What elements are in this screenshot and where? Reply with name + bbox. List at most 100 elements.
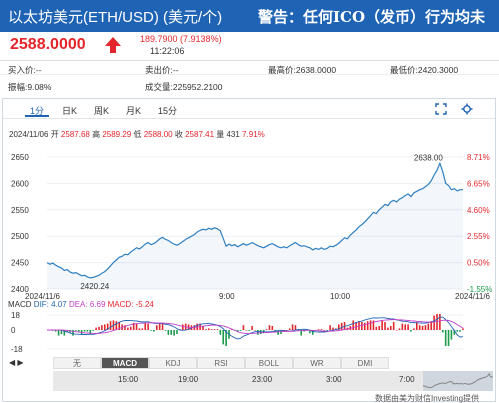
macd-bar — [77, 330, 80, 332]
stat-bid: 买入价:-- — [8, 65, 42, 75]
macd-bar — [450, 330, 453, 340]
data-source-footer: 数据由美为财信Investing提供 — [375, 394, 480, 403]
indicator-rsi[interactable]: RSI — [197, 357, 245, 369]
macd-bar — [173, 330, 175, 336]
macd-bar — [401, 323, 404, 330]
macd-bar — [101, 325, 103, 330]
ohlc-volume-label: 量 — [216, 130, 225, 139]
price-chart[interactable]: 2650 2600 2550 2500 2450 2400 8.71% 6.65% 4.60%… — [3, 99, 495, 401]
macd-bar — [95, 327, 97, 330]
macd-bar — [439, 314, 441, 330]
y-tick-right: 8.71% — [467, 153, 490, 162]
range-hour-1: 15:00 — [118, 375, 139, 384]
settings-icon[interactable] — [461, 103, 473, 115]
macd-legend: MACD DIF: 4.07 DEA: 6.69 MACD: -5.24 — [8, 300, 154, 309]
macd-bar — [155, 325, 158, 330]
macd-y-tick: -18 — [11, 345, 23, 354]
macd-bar — [127, 327, 129, 330]
warning-banner: 警告：任何ICO（发币）行为均未 — [258, 8, 486, 26]
macd-bar — [433, 315, 435, 330]
macd-bar — [387, 327, 389, 330]
macd-bar — [424, 325, 427, 330]
macd-bar — [288, 328, 291, 330]
tab-weekly[interactable]: 周K — [94, 106, 110, 116]
macd-bar — [54, 330, 57, 332]
low-annotation: 2420.24 — [80, 282, 109, 291]
macd-bar — [444, 330, 447, 346]
macd-bar — [202, 326, 204, 330]
macd-bar — [378, 326, 381, 330]
macd-dea-line — [47, 319, 464, 335]
ohlc-high: 2589.29 — [102, 130, 132, 139]
macd-bar — [398, 328, 401, 330]
macd-bar — [60, 330, 63, 334]
indicator-boll[interactable]: BOLL — [245, 357, 293, 369]
macd-y-tick: 0 — [11, 326, 16, 335]
ohlc-volume: 431 — [226, 130, 240, 139]
macd-bar — [207, 328, 210, 330]
macd-bar — [63, 330, 66, 336]
indicator-none[interactable]: 无 — [53, 357, 101, 369]
ohlc-high-label: 高 — [92, 130, 101, 139]
macd-bar — [103, 324, 106, 330]
macd-bar — [245, 330, 248, 331]
macd-bar — [231, 329, 233, 330]
ohlc-open: 2587.68 — [60, 130, 90, 139]
tab-daily[interactable]: 日K — [62, 106, 78, 116]
y-tick-left: 2600 — [11, 179, 29, 188]
macd-bar — [352, 320, 355, 330]
stat-amplitude: 振幅:9.08% — [8, 82, 52, 92]
range-window — [423, 371, 493, 391]
macd-bar — [89, 330, 92, 334]
y-tick-right: 4.60% — [467, 206, 490, 215]
macd-bar — [176, 330, 178, 334]
fullscreen-icon[interactable] — [435, 103, 447, 115]
ohlc-low-label: 低 — [133, 130, 142, 139]
x-tick: 2024/11/6 — [455, 292, 491, 301]
ohlc-low: 2588.00 — [143, 130, 173, 139]
tab-monthly[interactable]: 月K — [126, 106, 142, 116]
macd-bar — [239, 330, 242, 331]
ohlc-open-label: 开 — [50, 130, 59, 139]
quote-time: 11:22:06 — [150, 46, 185, 56]
tab-1min[interactable]: 1分 — [25, 102, 50, 117]
indicator-dmi[interactable]: DMI — [341, 357, 389, 369]
scroll-arrows[interactable]: ◀ ▶ — [9, 358, 24, 367]
y-tick-right: 6.65% — [467, 179, 490, 188]
macd-bar — [75, 330, 77, 331]
range-hour-4: 3:00 — [326, 375, 342, 384]
macd-bar — [389, 326, 392, 330]
macd-bar — [135, 323, 138, 330]
macd-bar — [132, 322, 135, 330]
macd-bar — [124, 325, 126, 330]
macd-bar — [407, 324, 409, 330]
macd-bar — [375, 326, 378, 330]
indicator-macd[interactable]: MACD — [101, 357, 149, 369]
indicator-wr[interactable]: WR — [293, 357, 341, 369]
quote-bar: 2588.0000 189.7900 (7.9138%) 11:22:06 — [0, 32, 499, 60]
macd-bar — [300, 330, 303, 336]
title-bar: 以太坊美元(ETH/USD) (美元/个) 警告：任何ICO（发币）行为均未 — [0, 0, 499, 32]
macd-bar — [381, 320, 383, 330]
y-tick-right: -1.55% — [467, 285, 492, 294]
macd-bar — [274, 330, 277, 331]
macd-bar — [271, 326, 274, 330]
macd-bar — [248, 330, 251, 331]
tab-15min[interactable]: 15分 — [158, 106, 178, 116]
macd-bar — [285, 330, 288, 331]
chart-panel: 1分 日K 周K 月K 15分 2024/11/06 开 2587.68 高 2… — [2, 98, 496, 403]
range-line — [422, 372, 493, 389]
macd-bar — [216, 329, 219, 330]
macd-bar — [456, 330, 459, 332]
y-tick-left: 2400 — [11, 285, 29, 294]
range-navigator[interactable] — [53, 371, 493, 391]
y-tick-left: 2650 — [11, 153, 29, 162]
macd-bar — [395, 330, 398, 331]
macd-bar — [219, 330, 222, 335]
indicator-kdj[interactable]: KDJ — [149, 357, 197, 369]
x-tick: 2024/11/6 — [25, 292, 61, 301]
macd-bar — [147, 323, 149, 330]
macd-bar — [421, 326, 424, 330]
macd-bar — [332, 327, 334, 330]
macd-bar — [92, 330, 95, 331]
